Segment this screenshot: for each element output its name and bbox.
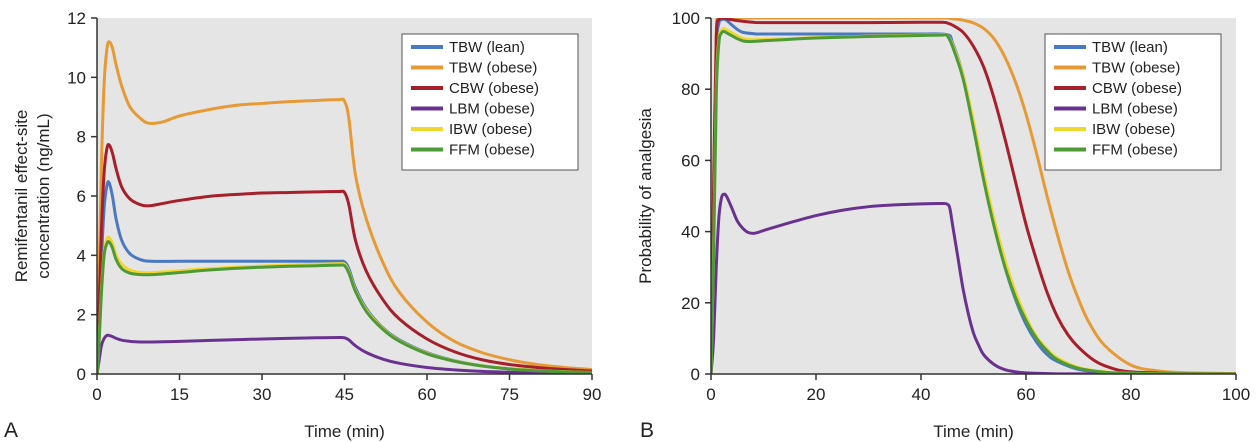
series-line-ffm-obese (711, 29, 1236, 374)
legend-items: TBW (lean) TBW (obese) CBW (obese) LBM (obe… (411, 39, 539, 159)
series-line-tbw-obese (97, 40, 592, 374)
panel-a: 0 15 30 45 60 75 90 0 2 4 6 8 10 12 Time (min) Remife… (4, 9, 601, 442)
series-line-cbw-obese (97, 143, 592, 374)
y-tick-label: 8 (77, 128, 86, 147)
y-tick-label: 80 (681, 80, 700, 99)
y-tick-label: 0 (691, 365, 700, 384)
legend-label-tbw-lean: TBW (lean) (1092, 39, 1168, 56)
x-tick-label: 0 (706, 385, 715, 404)
series-line-cbw-obese (711, 18, 1236, 374)
x-tick-label: 30 (253, 385, 272, 404)
legend-label-ffm-obese: FFM (obese) (1092, 142, 1178, 159)
y-tick-label: 4 (77, 246, 86, 265)
y-tick-label: 10 (67, 68, 86, 87)
legend: TBW (lean) TBW (obese) CBW (obese) LBM (obe… (401, 33, 579, 171)
legend-label-cbw-obese: CBW (obese) (449, 80, 539, 97)
x-tick-label: 0 (92, 385, 101, 404)
panel-label-b: B (640, 419, 654, 442)
legend: TBW (lean) TBW (obese) CBW (obese) LBM (obe… (1044, 33, 1222, 171)
x-axis-label: Time (min) (304, 422, 385, 441)
legend-box (401, 33, 579, 171)
legend-label-ibw-obese: IBW (obese) (449, 121, 532, 138)
series-line-lbm-obese (711, 192, 1236, 374)
x-tick-label: 100 (1222, 385, 1250, 404)
x-tick-label: 75 (500, 385, 519, 404)
ticks-layer: 0 20 40 60 80 100 0 20 40 60 80 100 (672, 9, 1251, 404)
y-tick-label: 60 (681, 151, 700, 170)
series-layer (97, 40, 592, 374)
panel-b: 0 20 40 60 80 100 0 20 40 60 80 100 Time (min) Prob… (636, 9, 1250, 442)
series-line-tbw-obese (711, 18, 1236, 374)
legend-label-lbm-obese: LBM (obese) (449, 101, 535, 118)
y-tick-label: 100 (672, 9, 700, 28)
legend-label-ffm-obese: FFM (obese) (449, 142, 535, 159)
legend-label-lbm-obese: LBM (obese) (1092, 101, 1178, 118)
panel-label-a: A (4, 419, 18, 442)
legend-label-tbw-lean: TBW (lean) (449, 39, 525, 56)
y-tick-label: 20 (681, 294, 700, 313)
series-line-lbm-obese (97, 333, 592, 374)
y-tick-label: 40 (681, 223, 700, 242)
x-tick-label: 40 (912, 385, 931, 404)
legend-items: TBW (lean) TBW (obese) CBW (obese) LBM (obe… (1054, 39, 1182, 159)
legend-box (1044, 33, 1222, 171)
x-tick-label: 20 (807, 385, 826, 404)
x-tick-label: 60 (418, 385, 437, 404)
x-tick-label: 80 (1122, 385, 1141, 404)
legend-label-ibw-obese: IBW (obese) (1092, 121, 1175, 138)
x-axis-label: Time (min) (933, 422, 1014, 441)
y-tick-label: 0 (77, 365, 86, 384)
x-tick-label: 15 (170, 385, 189, 404)
legend-label-tbw-obese: TBW (obese) (449, 60, 537, 77)
x-tick-label: 90 (583, 385, 602, 404)
y-tick-label: 2 (77, 306, 86, 325)
y-axis-label-line-1: Remifentanil effect-site (12, 110, 31, 283)
y-axis-label-line-2: concentration (ng/mL) (34, 113, 53, 278)
y-tick-label: 12 (67, 9, 86, 28)
legend-label-cbw-obese: CBW (obese) (1092, 80, 1182, 97)
ticks-layer: 0 15 30 45 60 75 90 0 2 4 6 8 10 12 (67, 9, 601, 404)
y-axis-label: Probability of analgesia (636, 108, 655, 284)
y-tick-label: 6 (77, 187, 86, 206)
series-layer (711, 18, 1236, 374)
x-tick-label: 60 (1017, 385, 1036, 404)
x-tick-label: 45 (335, 385, 354, 404)
series-line-ffm-obese (97, 240, 592, 374)
legend-label-tbw-obese: TBW (obese) (1092, 60, 1180, 77)
